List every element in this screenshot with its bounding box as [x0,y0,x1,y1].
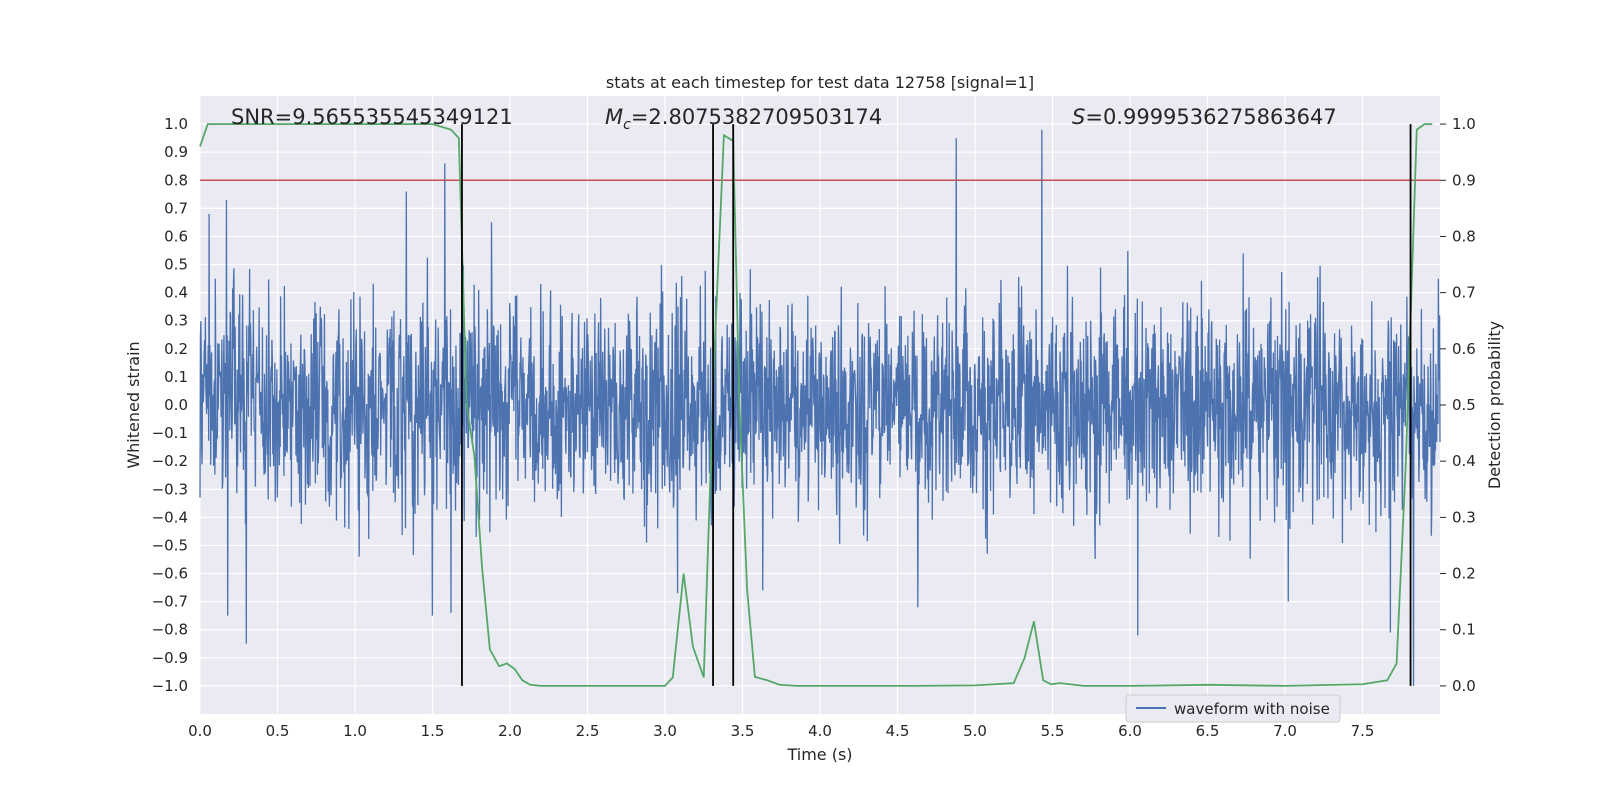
y-left-tick-label: −1.0 [152,677,188,695]
x-tick-label: 7.5 [1351,722,1375,740]
s-annotation: S=0.9999536275863647 [1072,105,1337,129]
vertical-markers [461,124,1412,686]
chirp-mass-annotation: Mc=2.8075382709503174 [605,105,882,133]
x-tick-label: 5.5 [1041,722,1065,740]
y-right-tick-labels: 1.0 0.9 0.8 0.7 0.6 0.5 0.4 0.3 0.2 0.1 0.0 [1440,115,1476,695]
chirp-mass-value: =2.8075382709503174 [631,105,882,129]
chart-title: stats at each timestep for test data 127… [606,73,1034,92]
y-right-tick-label: 0.1 [1452,621,1476,639]
y-left-tick-label: −0.2 [152,452,188,470]
x-tick-label: 1.5 [421,722,445,740]
legend-box [1125,694,1341,723]
y-right-tick-label: 0.7 [1452,284,1476,302]
x-tick-label: 2.5 [576,722,600,740]
y-right-tick-label: 0.6 [1452,340,1476,358]
x-tick-label: 2.0 [498,722,522,740]
y-left-tick-label: 0.9 [164,143,188,161]
legend: waveform with noise [1125,694,1341,723]
x-tick-label: 0.5 [266,722,290,740]
y-left-tick-label: 0.5 [164,256,188,274]
y-left-tick-label: 0.4 [164,284,188,302]
x-tick-label: 5.0 [963,722,987,740]
y-right-tick-label: 0.4 [1452,452,1476,470]
s-symbol: S [1072,105,1085,129]
y-left-tick-label: 0.8 [164,171,188,189]
y-left-tick-label: 0.6 [164,227,188,245]
y-left-tick-label: −0.7 [152,593,188,611]
x-tick-labels: 0.0 0.5 1.0 1.5 2.0 2.5 3.0 3.5 4.0 4.5 5.0 5.5 6.0 6… [188,722,1374,740]
y-right-tick-label: 0.0 [1452,677,1476,695]
y-right-tick-label: 0.5 [1452,396,1476,414]
x-tick-label: 3.0 [653,722,677,740]
x-tick-label: 4.5 [886,722,910,740]
y-left-axis-label: Whitened strain [124,341,143,468]
y-right-tick-label: 0.8 [1452,227,1476,245]
x-tick-label: 7.0 [1273,722,1297,740]
waveform-series [199,129,1441,686]
y-left-tick-label: −0.5 [152,536,188,554]
snr-annotation: SNR=9.565535545349121 [231,105,513,129]
y-right-axis-label: Detection probability [1485,321,1504,489]
y-right-tick-label: 0.3 [1452,508,1476,526]
s-value: =0.9999536275863647 [1085,105,1336,129]
y-left-tick-label: 0.1 [164,368,188,386]
legend-label: waveform with noise [1174,700,1330,718]
y-left-tick-label: 0.3 [164,312,188,330]
x-tick-label: 6.5 [1196,722,1220,740]
y-left-tick-label: −0.4 [152,508,188,526]
y-left-tick-label: −0.8 [152,621,188,639]
x-tick-label: 4.0 [808,722,832,740]
x-tick-label: 1.0 [343,722,367,740]
y-right-tick-label: 0.2 [1452,565,1476,583]
x-tick-label: 0.0 [188,722,212,740]
x-axis-label: Time (s) [786,745,852,764]
chirp-mass-symbol: M [605,105,623,129]
y-right-tick-label: 1.0 [1452,115,1476,133]
y-left-tick-labels: 1.0 0.9 0.8 0.7 0.6 0.5 0.4 0.3 0.2 0.1 0.0 −0.1 −0.… [152,115,188,695]
y-left-tick-label: 0.0 [164,396,188,414]
y-left-tick-label: 1.0 [164,115,188,133]
y-left-tick-label: −0.6 [152,565,188,583]
y-left-tick-label: 0.7 [164,199,188,217]
x-tick-label: 3.5 [731,722,755,740]
chirp-mass-subscript: c [623,117,631,133]
y-left-tick-label: 0.2 [164,340,188,358]
y-left-tick-label: −0.9 [152,649,188,667]
waveform-line [199,129,1441,686]
y-left-tick-label: −0.3 [152,480,188,498]
x-tick-label: 6.0 [1118,722,1142,740]
y-right-tick-label: 0.9 [1452,171,1476,189]
y-left-tick-label: −0.1 [152,424,188,442]
